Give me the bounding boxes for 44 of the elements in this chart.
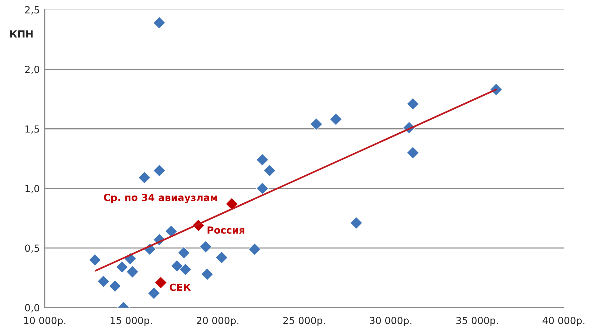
point [138, 172, 151, 184]
point [154, 276, 168, 290]
point [216, 251, 228, 264]
point [148, 287, 160, 300]
y-tick-label: 2,0 [25, 66, 40, 74]
y-tick-label: 2,5 [25, 6, 40, 15]
x-tick-label: 35 000р. [456, 317, 498, 326]
point [97, 275, 110, 288]
point [108, 280, 122, 293]
x-tick-label: 15 000р. [110, 317, 152, 326]
point [165, 225, 178, 238]
y-tick-label: 0,0 [25, 304, 40, 313]
point [256, 154, 269, 166]
x-tick-label: 30 000р. [370, 317, 412, 326]
point [226, 198, 238, 210]
point [200, 240, 212, 254]
point [248, 243, 262, 256]
point [310, 118, 323, 131]
y-tick-label: 1,0 [26, 185, 40, 194]
annotation: СЕК [170, 284, 191, 292]
point [406, 146, 420, 160]
x-tick-label: 40 000р. [542, 317, 585, 326]
point [330, 113, 342, 126]
point [350, 216, 363, 230]
y-tick-label: 0,5 [25, 244, 40, 254]
point [153, 164, 166, 178]
y-axis-title: КПН [10, 30, 33, 38]
point [179, 263, 192, 276]
x-tick-label: 20 000р. [197, 317, 239, 326]
point [264, 164, 276, 178]
annotation: Ср. по 34 авиаузлам [104, 194, 218, 204]
x-tick-label: 25 000р. [284, 317, 326, 326]
point [116, 260, 129, 274]
annotation: Россия [208, 226, 245, 234]
y-tick-label: 1,5 [26, 126, 40, 134]
point [170, 260, 184, 272]
point [153, 16, 166, 30]
point [126, 266, 140, 278]
point [406, 98, 420, 110]
point [201, 268, 214, 281]
point [178, 246, 190, 260]
x-tick-label: 10 000р. [24, 317, 66, 326]
point [256, 182, 269, 196]
point [88, 254, 102, 266]
